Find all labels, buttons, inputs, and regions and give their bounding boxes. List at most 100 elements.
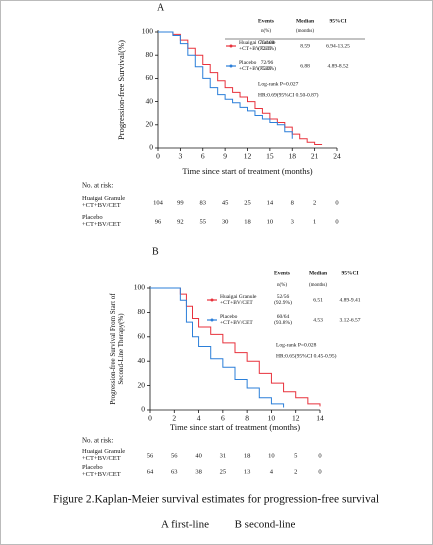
caption-title: Figure 2.Kaplan-Meier survival estimates… [53, 494, 379, 506]
risk-count: 104 [153, 199, 164, 206]
risk-label: Placebo +CT+BV/CET [82, 214, 121, 229]
stats-header: 95%CI [341, 270, 358, 276]
events: 52/56 (92.9%) [274, 294, 292, 307]
x-tick-label: 14 [316, 414, 324, 423]
events-box: 52/56 (92.9%) [274, 294, 292, 307]
stats-subheader: (months) [296, 29, 314, 34]
risk-count: 63 [171, 468, 178, 475]
risk-count: 92 [177, 218, 184, 225]
legend-label-box: Huaigai Granule +CT+BV/CET [239, 40, 276, 52]
y-tick-label: 40 [146, 96, 154, 105]
y-tick-label: 80 [146, 50, 154, 59]
risk-count: 45 [222, 199, 229, 206]
annotation: Log-rank P=0.028 [276, 342, 317, 348]
x-tick-label: 8 [245, 414, 249, 423]
risk-count: 56 [147, 452, 154, 459]
annotation: HR:0.65(95%CI 0.45-0.95) [276, 352, 337, 359]
x-axis-label: Time since start of treatment (months) [170, 422, 300, 432]
legend-label: Placebo +CT+BV/CET [239, 60, 272, 73]
y-axis-label: Progression-free Survival From Start of … [109, 293, 126, 405]
legend-marker [210, 298, 214, 302]
risk-label-box: Huaigai Granule +CT+BV/CET [82, 448, 125, 462]
x-tick-label: 2 [172, 414, 176, 423]
x-tick-label: 4 [197, 414, 201, 423]
risk-count: 64 [147, 468, 154, 475]
risk-count: 0 [318, 452, 321, 459]
risk-count: 1 [313, 218, 316, 225]
risk-count: 8 [291, 199, 294, 206]
y-tick-label: 0 [141, 405, 145, 414]
risk-count: 10 [268, 452, 275, 459]
median: 6.88 [300, 63, 310, 69]
x-tick-label: 6 [221, 414, 225, 423]
risk-count: 30 [222, 218, 229, 225]
risk-count: 0 [318, 468, 321, 475]
y-tick-label: 20 [146, 120, 154, 129]
risk-label: Placebo +CT+BV/CET [82, 464, 121, 479]
risk-count: 5 [294, 452, 297, 459]
stats-header: Events [258, 18, 274, 24]
x-axis-label: Time since start of treatment (months) [182, 166, 312, 176]
y-tick-label: 100 [142, 27, 154, 36]
y-tick-label: 60 [138, 332, 146, 341]
median: 6.51 [313, 297, 323, 303]
x-tick-label: 12 [292, 414, 300, 423]
x-tick-label: 10 [268, 414, 276, 423]
risk-count: 2 [313, 199, 316, 206]
risk-count: 0 [335, 218, 338, 225]
y-tick-label: 40 [138, 356, 146, 365]
legend-marker [210, 318, 214, 322]
x-tick-label: 3 [179, 152, 183, 161]
risk-count: 40 [195, 452, 202, 459]
survival-curve [158, 31, 293, 139]
y-tick-label: 60 [146, 73, 154, 82]
legend-label-box: Placebo +CT+BV/CET [239, 60, 272, 73]
stats-header: Events [274, 270, 290, 276]
risk-label-box: Placebo +CT+BV/CET [82, 464, 121, 479]
stats-header: Median [309, 270, 327, 276]
legend-label: Placebo +CT+BV/CET [220, 314, 253, 327]
risk-count: 55 [200, 218, 207, 225]
annotation: HR:0.69(95%CI 0.50-0.87) [258, 91, 319, 98]
panel-label: B [152, 246, 159, 257]
x-tick-label: 24 [333, 152, 341, 161]
stats-header: Median [296, 18, 314, 24]
x-tick-label: 21 [311, 152, 319, 161]
risk-count: 18 [244, 452, 251, 459]
stats-subheader: n(%) [261, 29, 271, 34]
risk-count: 14 [267, 199, 274, 206]
legend-marker [229, 44, 233, 48]
ci: 3.12-6.57 [339, 317, 360, 323]
risk-count: 25 [244, 199, 251, 206]
x-tick-label: 18 [289, 152, 297, 161]
events: 60/64 (93.8%) [274, 314, 292, 327]
stats-header: 95%CI [329, 18, 346, 24]
risk-count: 0 [335, 199, 338, 206]
stats-subheader: n(%) [277, 283, 287, 288]
stats-subheader: (months) [309, 283, 327, 288]
y-tick-label: 100 [134, 283, 146, 292]
y-axis-label-box: Progression-free Survival From Start of … [109, 293, 126, 405]
ci: 4.89-9.41 [339, 297, 360, 303]
events: 72/96 (75.0%) [258, 60, 276, 73]
caption-panel: A first-line [161, 519, 209, 531]
risk-label-box: Placebo +CT+BV/CET [82, 214, 121, 229]
risk-count: 96 [155, 218, 162, 225]
legend-label-box: Huaigai Granule +CT+BV/CET [220, 294, 257, 306]
risk-count: 56 [171, 452, 178, 459]
median: 4.53 [313, 317, 323, 323]
x-tick-label: 9 [223, 152, 227, 161]
x-tick-label: 0 [156, 152, 160, 161]
x-tick-label: 6 [201, 152, 205, 161]
risk-count: 38 [195, 468, 202, 475]
y-axis-label: Progression-free Survival(%) [117, 40, 126, 140]
risk-count: 10 [267, 218, 274, 225]
risk-count: 25 [220, 468, 227, 475]
ci: 4.89-8.52 [327, 63, 348, 69]
y-tick-label: 80 [138, 307, 146, 316]
risk-count: 3 [291, 218, 294, 225]
risk-count: 31 [220, 452, 227, 459]
y-axis-label-box: Progression-free Survival(%) [117, 40, 126, 140]
median: 8.59 [300, 43, 310, 49]
